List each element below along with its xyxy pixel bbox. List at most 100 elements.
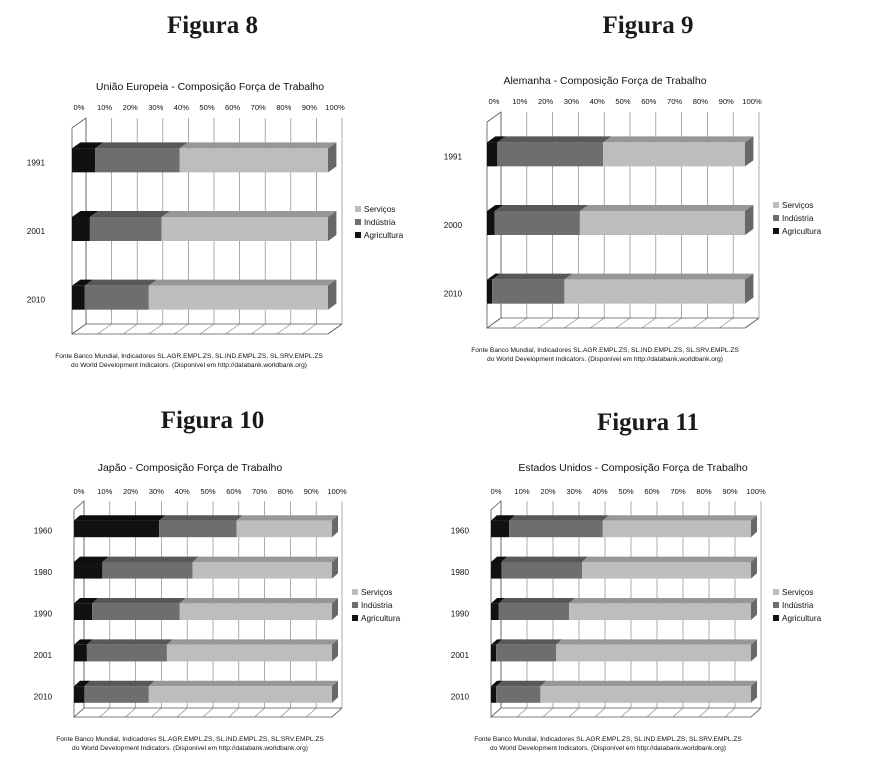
category-label: 2010 — [34, 692, 53, 701]
source-note: Fonte Banco Mundial, Indicadores SL.AGR.… — [55, 353, 323, 360]
x-tick-label: 60% — [641, 97, 656, 106]
legend-swatch — [773, 589, 779, 595]
bar-top-face — [179, 142, 337, 149]
bar-segment-serviços — [148, 285, 328, 310]
bar-segment-indústria — [494, 211, 580, 235]
bar-top-face — [556, 639, 757, 645]
bar-segment-serviços — [161, 217, 328, 241]
bar-segment-serviços — [148, 686, 332, 703]
x-tick-label: 70% — [670, 487, 685, 496]
x-tick-label: 50% — [199, 103, 214, 112]
bar-segment-serviços — [179, 148, 328, 173]
bar-top-face — [492, 273, 573, 280]
floor-gridline — [148, 323, 164, 335]
floor-right-edge — [327, 323, 343, 335]
bar-top-face — [166, 639, 338, 645]
x-tick-label: 50% — [615, 97, 630, 106]
legend-swatch — [355, 232, 361, 238]
floor-gridline — [512, 317, 528, 329]
chart-title: Japão - Composição Força de Trabalho — [98, 462, 283, 474]
bar-segment-agricultura — [491, 603, 499, 620]
category-label: 1960 — [451, 527, 470, 536]
bar-segment-serviços — [556, 644, 751, 662]
chart-alemanha: Alemanha - Composição Força de Trabalho 0… — [444, 75, 822, 363]
bar-side-face — [745, 205, 754, 235]
legend-swatch — [773, 602, 779, 608]
category-label: 2001 — [27, 227, 46, 236]
floor-gridline — [620, 707, 632, 718]
bar-top-face — [74, 639, 93, 645]
category-label: 1991 — [444, 152, 463, 161]
x-tick-label: 100% — [327, 487, 347, 496]
bar-top-face — [74, 556, 109, 562]
bar-top-face — [496, 680, 547, 687]
bar-top-face — [179, 598, 338, 604]
floor-gridline — [99, 707, 111, 718]
bar-segment-agricultura — [74, 562, 103, 579]
floor-gridline — [698, 707, 710, 718]
chart-japao: Japão - Composição Força de Trabalho 0% 10… — [34, 462, 401, 752]
bar-segment-indústria — [84, 285, 149, 310]
floor-gridline — [151, 707, 162, 718]
bar-top-face — [491, 556, 508, 562]
bar-side-face — [332, 598, 338, 620]
x-tick-label: 10% — [97, 487, 112, 496]
figure-10: Figura 10 Japão - Composição Força de Tr… — [0, 395, 425, 775]
chart-estados-unidos: Estados Unidos - Composição Força de Tra… — [451, 462, 822, 752]
floor-gridline — [302, 323, 317, 335]
floor-gridline — [97, 323, 112, 335]
legend-label: Serviços — [782, 588, 813, 597]
category-label: 1991 — [27, 158, 46, 167]
x-tick-label: 10% — [512, 97, 527, 106]
x-tick-label: 70% — [252, 487, 267, 496]
floor-gridline — [122, 323, 138, 335]
bar-segment-serviços — [582, 562, 751, 579]
bar-side-face — [332, 680, 338, 703]
chart-title: Estados Unidos - Composição Força de Tra… — [518, 462, 748, 474]
floor-gridline — [718, 317, 734, 329]
bar-segment-agricultura — [74, 686, 85, 703]
bar-side-face — [332, 556, 338, 579]
bar-side-face — [745, 136, 754, 167]
figure-title: Figura 9 — [602, 12, 694, 39]
bar-top-face — [72, 279, 94, 286]
x-tick-label: 30% — [566, 487, 581, 496]
bar-segment-serviços — [579, 211, 745, 235]
bar-segment-indústria — [498, 603, 569, 620]
x-tick-label: 40% — [174, 103, 189, 112]
bar-segment-indústria — [501, 562, 582, 579]
bar-top-face — [192, 556, 338, 562]
x-tick-label: 0% — [491, 487, 502, 496]
x-tick-label: 80% — [693, 97, 708, 106]
x-tick-label: 80% — [696, 487, 711, 496]
bar-segment-agricultura — [491, 686, 497, 703]
bar-segment-agricultura — [491, 644, 497, 662]
category-label: 1980 — [451, 568, 470, 577]
category-label: 2010 — [444, 290, 463, 299]
floor-gridline — [589, 317, 605, 329]
legend-swatch — [352, 589, 358, 595]
x-tick-label: 30% — [148, 103, 163, 112]
floor-gridline — [125, 707, 136, 718]
legend-swatch — [773, 228, 779, 234]
legend-label: Serviços — [364, 205, 395, 214]
bar-top-face — [569, 598, 757, 604]
category-label: 1990 — [34, 610, 53, 619]
legend-label: Indústria — [782, 214, 814, 223]
x-tick-label: 20% — [123, 103, 138, 112]
x-tick-label: 100% — [742, 97, 762, 106]
bar-segment-serviços — [603, 142, 745, 167]
bar-top-face — [498, 598, 575, 604]
floor-gridline — [225, 323, 240, 335]
source-note: do World Development Indicators. (Dispon… — [72, 745, 308, 752]
source-note: Fonte Banco Mundial, Indicadores SL.AGR.… — [471, 347, 739, 354]
chart-title: União Europeia - Composição Força de Tra… — [96, 81, 324, 93]
x-tick-label: 50% — [200, 487, 215, 496]
bar-top-face — [89, 211, 170, 217]
x-tick-label: 20% — [540, 487, 555, 496]
bar-segment-agricultura — [487, 142, 498, 167]
bar-top-face — [491, 680, 503, 687]
bar-top-face — [95, 142, 188, 149]
floor-gridline — [568, 707, 580, 718]
floor-gridline — [202, 707, 214, 718]
